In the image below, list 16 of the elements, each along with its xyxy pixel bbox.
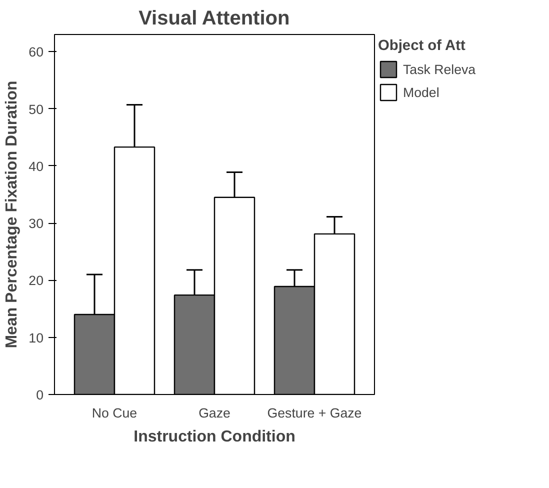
x-tick-label: Gesture + Gaze — [267, 406, 362, 420]
x-tick-label: Gaze — [198, 406, 230, 420]
x-axis-title: Instruction Condition — [134, 428, 296, 446]
legend-title: Object of Att — [378, 38, 466, 54]
chart-title: Visual Attention — [138, 8, 290, 30]
y-tick-label: 0 — [36, 388, 44, 402]
y-axis-title: Mean Percentage Fixation Duration — [4, 80, 21, 348]
legend-label: Task Releva — [403, 62, 476, 76]
y-tick-label: 50 — [28, 102, 44, 117]
y-tick-label: 10 — [28, 330, 44, 346]
y-tick-label: 60 — [28, 44, 44, 60]
y-tick-label: 40 — [28, 158, 44, 174]
y-tick-label: 20 — [28, 273, 44, 288]
x-tick-label: No Cue — [92, 406, 138, 420]
y-tick-label: 30 — [28, 216, 44, 232]
legend-label: Model — [403, 84, 440, 100]
